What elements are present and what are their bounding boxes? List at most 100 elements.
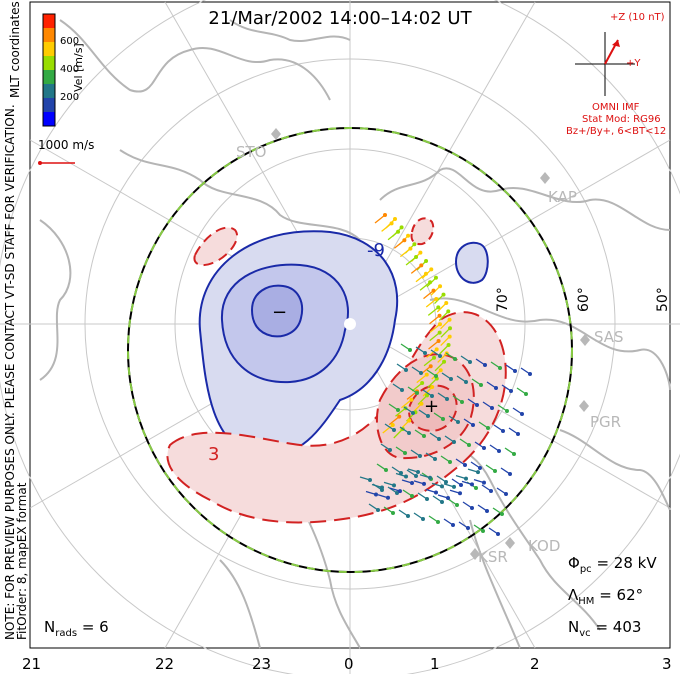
reference-vector-arrow bbox=[38, 161, 75, 165]
vector-origin bbox=[441, 417, 445, 421]
vector-origin bbox=[447, 334, 452, 339]
station-sto: STO bbox=[236, 143, 267, 161]
vector-origin bbox=[464, 476, 468, 481]
vector-line bbox=[429, 323, 441, 333]
vector-origin bbox=[397, 414, 402, 419]
reference-vector-label: 1000 m/s bbox=[38, 138, 95, 152]
vector-line bbox=[425, 298, 437, 308]
vector-origin bbox=[414, 474, 418, 478]
vector-origin bbox=[446, 495, 450, 500]
vector-origin bbox=[446, 343, 451, 347]
vector-origin bbox=[410, 494, 414, 498]
vector-line bbox=[427, 378, 438, 389]
vector-origin bbox=[430, 394, 434, 398]
vector-origin bbox=[494, 386, 498, 390]
vector-origin bbox=[505, 409, 509, 413]
vector-origin bbox=[423, 351, 427, 355]
vector-origin bbox=[386, 495, 390, 500]
vector-origin bbox=[421, 517, 425, 521]
vector-line bbox=[411, 382, 423, 392]
vector-origin bbox=[497, 449, 501, 453]
vector-origin bbox=[433, 457, 437, 461]
vector-line bbox=[434, 294, 444, 305]
nrads-sub: rads bbox=[55, 628, 78, 639]
velocity-vectors bbox=[359, 213, 532, 536]
vector-origin bbox=[432, 355, 437, 360]
vector-line bbox=[388, 416, 400, 426]
mlt-tick-22: 22 bbox=[155, 655, 175, 673]
vector-origin bbox=[434, 374, 438, 378]
vector-origin bbox=[426, 414, 430, 418]
vector-origin bbox=[444, 480, 448, 484]
stat-potential: Φpc = 28 kV bbox=[568, 554, 657, 575]
vector-origin bbox=[447, 326, 452, 331]
vector-origin bbox=[404, 474, 408, 479]
vector-line bbox=[417, 394, 428, 405]
vector-origin bbox=[451, 523, 455, 527]
vector-origin bbox=[430, 385, 435, 389]
vector-origin bbox=[448, 460, 452, 464]
vector-origin bbox=[398, 489, 402, 494]
vector-line bbox=[428, 340, 439, 350]
negative-contour-3 bbox=[250, 284, 303, 338]
vector-origin bbox=[376, 508, 380, 512]
vector-line bbox=[416, 374, 428, 384]
vector-origin bbox=[528, 372, 532, 376]
vector-origin bbox=[406, 514, 410, 518]
vector-origin bbox=[498, 366, 502, 370]
vector-origin bbox=[468, 360, 472, 364]
vector-origin bbox=[428, 280, 433, 285]
vector-origin bbox=[422, 434, 426, 438]
vector-origin bbox=[419, 401, 424, 406]
vector-origin bbox=[449, 377, 453, 381]
vector-origin bbox=[419, 371, 423, 375]
vector-origin bbox=[392, 483, 396, 488]
vector-origin bbox=[407, 418, 412, 423]
vector-origin bbox=[463, 463, 467, 467]
station-kap: KAP bbox=[548, 188, 577, 206]
vector-origin bbox=[500, 512, 504, 516]
vector-origin bbox=[391, 511, 395, 515]
positive-contour-small-nw bbox=[193, 226, 238, 267]
station-kod: KOD bbox=[528, 537, 561, 555]
vector-origin bbox=[403, 451, 407, 455]
vector-line bbox=[401, 399, 412, 409]
vector-line bbox=[415, 273, 427, 283]
mlt-tick-0: 0 bbox=[344, 655, 354, 673]
nvc-sub: vc bbox=[579, 628, 591, 639]
vector-origin bbox=[508, 472, 512, 476]
vector-origin bbox=[408, 348, 412, 352]
vector-origin bbox=[483, 363, 487, 367]
vector-origin bbox=[496, 532, 500, 536]
vector-origin bbox=[422, 481, 426, 486]
contour-label-plus: + bbox=[424, 396, 439, 417]
vector-origin bbox=[459, 483, 463, 487]
vector-origin bbox=[476, 470, 480, 475]
vector-line bbox=[419, 281, 431, 291]
vector-origin bbox=[429, 267, 434, 272]
vector-origin bbox=[442, 359, 447, 364]
vector-origin bbox=[440, 500, 444, 504]
vector-origin bbox=[471, 423, 475, 427]
vector-origin bbox=[374, 492, 378, 497]
vector-origin bbox=[436, 339, 441, 343]
vector-line bbox=[382, 424, 394, 434]
vector-origin bbox=[434, 490, 438, 495]
vector-origin bbox=[418, 454, 422, 458]
vector-origin bbox=[467, 443, 471, 447]
imf-z-label: +Z (10 nT) bbox=[610, 12, 665, 23]
vector-line bbox=[436, 302, 447, 313]
vector-origin bbox=[415, 391, 419, 395]
vector-origin bbox=[388, 448, 392, 452]
imf-dial bbox=[575, 32, 635, 96]
vector-origin bbox=[383, 213, 387, 217]
vector-origin bbox=[411, 411, 415, 415]
vector-origin bbox=[434, 347, 439, 352]
vector-line bbox=[423, 357, 435, 367]
vector-origin bbox=[416, 470, 420, 475]
vector-origin bbox=[424, 372, 429, 377]
vector-line bbox=[405, 256, 417, 266]
vector-origin bbox=[474, 486, 478, 490]
heppner-maynard-boundary-dash bbox=[127, 127, 573, 573]
